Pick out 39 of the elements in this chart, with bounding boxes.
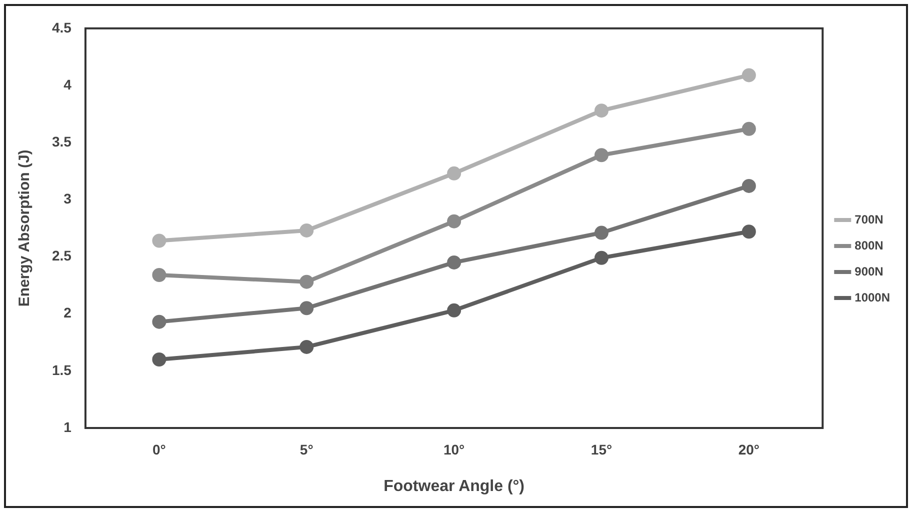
x-axis-title: Footwear Angle (°) <box>384 478 525 495</box>
point <box>594 104 608 118</box>
y-tick-label: 4.5 <box>52 19 72 36</box>
point <box>152 268 166 282</box>
y-tick-label: 3.5 <box>52 133 72 150</box>
y-tick-label: 1.5 <box>52 362 72 378</box>
y-tick-label: 2 <box>64 304 72 321</box>
y-tick-label: 1 <box>64 418 72 435</box>
point <box>447 166 462 180</box>
point <box>300 223 314 238</box>
point <box>742 224 756 239</box>
point <box>447 214 462 228</box>
y-tick-label: 3 <box>64 190 72 207</box>
point <box>300 301 314 316</box>
legend-label: 800N <box>854 238 884 252</box>
y-tick-label: 2.5 <box>52 248 72 264</box>
point <box>447 255 462 270</box>
legend-label: 1000N <box>854 290 890 304</box>
x-tick-label: 0° <box>152 441 166 458</box>
x-tick-label: 20° <box>738 441 760 458</box>
point <box>152 234 166 248</box>
point <box>594 250 608 265</box>
legend-label: 900N <box>854 264 884 278</box>
point <box>300 274 314 289</box>
legend-label: 700N <box>854 212 884 226</box>
point <box>742 122 756 136</box>
y-axis-title: Energy Absorption (J) <box>16 150 34 307</box>
point <box>152 352 166 366</box>
point <box>152 314 166 329</box>
y-tick-label: 4 <box>64 76 72 92</box>
point <box>742 178 756 193</box>
point <box>447 303 462 318</box>
point <box>742 68 756 82</box>
x-tick-label: 10° <box>443 441 465 458</box>
point <box>594 226 608 240</box>
point <box>594 148 608 162</box>
x-tick-label: 15° <box>590 441 612 458</box>
x-tick-label: 5° <box>300 441 314 458</box>
point <box>300 340 314 354</box>
